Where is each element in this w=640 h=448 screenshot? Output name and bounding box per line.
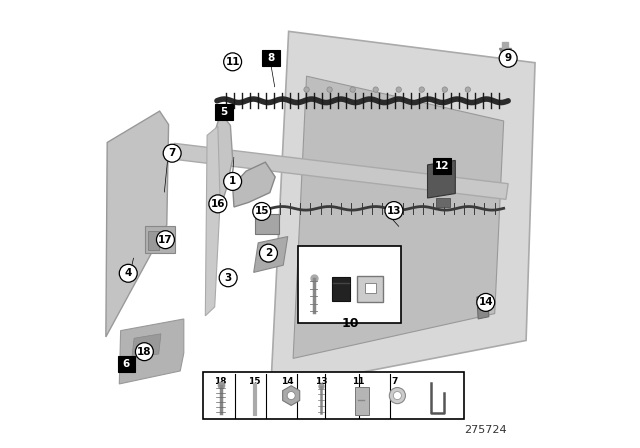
FancyBboxPatch shape bbox=[262, 50, 280, 66]
Text: 8: 8 bbox=[267, 53, 275, 63]
Circle shape bbox=[136, 343, 154, 361]
Text: 17: 17 bbox=[158, 235, 173, 245]
FancyBboxPatch shape bbox=[203, 372, 464, 419]
Text: 15: 15 bbox=[248, 377, 260, 386]
FancyBboxPatch shape bbox=[365, 283, 376, 293]
Text: 11: 11 bbox=[225, 57, 240, 67]
Text: 3: 3 bbox=[225, 273, 232, 283]
Text: 5: 5 bbox=[220, 107, 227, 117]
Circle shape bbox=[350, 87, 355, 92]
Text: 275724: 275724 bbox=[465, 425, 507, 435]
Circle shape bbox=[219, 269, 237, 287]
Circle shape bbox=[224, 172, 242, 190]
Polygon shape bbox=[271, 31, 535, 390]
Polygon shape bbox=[212, 113, 233, 226]
Text: 9: 9 bbox=[504, 53, 512, 63]
FancyBboxPatch shape bbox=[298, 246, 401, 323]
Text: 13: 13 bbox=[387, 206, 401, 215]
Circle shape bbox=[477, 293, 495, 311]
Text: 12: 12 bbox=[435, 161, 449, 171]
Polygon shape bbox=[293, 76, 504, 358]
Circle shape bbox=[163, 144, 181, 162]
Circle shape bbox=[224, 53, 242, 71]
Text: 11: 11 bbox=[352, 377, 365, 386]
Text: 18: 18 bbox=[214, 377, 227, 386]
Polygon shape bbox=[132, 334, 161, 358]
Circle shape bbox=[394, 392, 401, 400]
Circle shape bbox=[385, 202, 403, 220]
Text: 2: 2 bbox=[265, 248, 272, 258]
FancyBboxPatch shape bbox=[355, 387, 369, 415]
FancyBboxPatch shape bbox=[145, 226, 175, 253]
Text: 14: 14 bbox=[479, 297, 493, 307]
Text: 14: 14 bbox=[282, 377, 294, 386]
Polygon shape bbox=[205, 126, 220, 316]
Circle shape bbox=[119, 264, 137, 282]
Circle shape bbox=[156, 231, 174, 249]
Polygon shape bbox=[119, 319, 184, 384]
Polygon shape bbox=[436, 198, 450, 207]
Circle shape bbox=[442, 87, 447, 92]
FancyBboxPatch shape bbox=[215, 104, 233, 120]
Circle shape bbox=[419, 87, 424, 92]
FancyBboxPatch shape bbox=[433, 158, 451, 174]
Text: 10: 10 bbox=[342, 317, 359, 330]
Text: 7: 7 bbox=[168, 148, 176, 158]
Circle shape bbox=[327, 87, 332, 92]
Text: 18: 18 bbox=[137, 347, 152, 357]
FancyBboxPatch shape bbox=[357, 276, 383, 302]
Circle shape bbox=[287, 392, 295, 400]
Circle shape bbox=[209, 195, 227, 213]
Text: 4: 4 bbox=[125, 268, 132, 278]
Circle shape bbox=[253, 202, 271, 220]
Polygon shape bbox=[233, 162, 275, 207]
FancyBboxPatch shape bbox=[148, 231, 159, 250]
FancyBboxPatch shape bbox=[255, 214, 279, 234]
Circle shape bbox=[499, 49, 517, 67]
Polygon shape bbox=[253, 237, 288, 272]
Circle shape bbox=[373, 87, 378, 92]
Text: 7: 7 bbox=[392, 377, 398, 386]
FancyBboxPatch shape bbox=[332, 277, 349, 301]
Text: 15: 15 bbox=[255, 207, 269, 216]
Text: 1: 1 bbox=[229, 177, 236, 186]
Text: 13: 13 bbox=[315, 377, 328, 386]
Polygon shape bbox=[106, 111, 168, 337]
Circle shape bbox=[389, 388, 406, 404]
FancyBboxPatch shape bbox=[118, 356, 136, 372]
Polygon shape bbox=[428, 160, 455, 198]
Circle shape bbox=[304, 87, 309, 92]
Circle shape bbox=[260, 244, 278, 262]
Circle shape bbox=[465, 87, 470, 92]
Polygon shape bbox=[477, 295, 489, 319]
Text: 16: 16 bbox=[211, 199, 225, 209]
Circle shape bbox=[396, 87, 401, 92]
Polygon shape bbox=[172, 143, 508, 199]
Text: 6: 6 bbox=[123, 359, 130, 369]
